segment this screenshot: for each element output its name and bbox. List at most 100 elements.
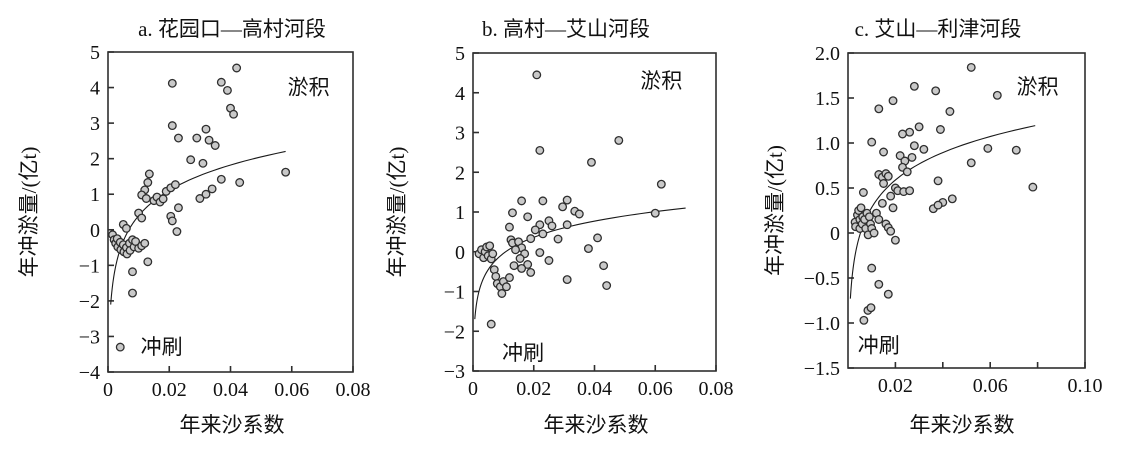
data-point [547, 221, 557, 231]
data-point [128, 288, 137, 298]
data-point [485, 241, 495, 251]
deposition-annotation: 淤积 [640, 69, 682, 93]
data-point [599, 261, 609, 271]
y-tick-label: −1 [444, 282, 465, 304]
x-axis-label: 年来沙系数 [910, 413, 1015, 437]
data-point [966, 62, 976, 72]
data-point [890, 235, 900, 245]
data-point [167, 121, 177, 131]
data-point [515, 254, 525, 263]
data-point [115, 342, 125, 352]
data-point [602, 281, 612, 290]
data-point [505, 222, 514, 232]
y-tick-label: −0.5 [804, 268, 840, 290]
x-tick-label: 0.04 [577, 378, 612, 400]
data-point [914, 122, 924, 132]
data-point [562, 220, 572, 230]
data-point [204, 135, 214, 145]
x-tick-label: 0.02 [152, 379, 187, 401]
data-point [883, 289, 893, 299]
data-point [859, 315, 869, 325]
data-point [158, 194, 168, 204]
data-point [869, 228, 879, 238]
data-point [562, 275, 572, 285]
data-point [195, 194, 205, 203]
data-point [511, 245, 520, 255]
data-point [491, 271, 501, 281]
y-tick-label: 2.0 [815, 43, 840, 65]
data-point [523, 260, 533, 269]
data-point [216, 77, 226, 87]
plot-frame [847, 52, 1086, 369]
data-point [141, 194, 151, 203]
data-point [186, 155, 196, 165]
data-point [517, 263, 527, 273]
data-point [888, 96, 898, 106]
data-point [874, 215, 884, 224]
data-point [895, 151, 905, 161]
data-point [874, 104, 884, 114]
data-point [558, 202, 568, 212]
x-tick-label: 0.08 [699, 378, 734, 400]
y-tick-label: −1 [79, 255, 100, 277]
y-tick-label: −1.0 [804, 313, 840, 335]
x-tick-label: 0 [103, 379, 113, 401]
data-point [143, 178, 153, 187]
data-point [144, 169, 154, 179]
data-point [167, 78, 177, 88]
data-point [587, 157, 596, 167]
deposition-annotation: 淤积 [288, 76, 330, 100]
data-point [486, 319, 496, 329]
data-point [170, 180, 180, 190]
data-point [281, 167, 291, 177]
data-point [497, 289, 507, 298]
data-point [907, 152, 917, 162]
data-point [523, 212, 533, 222]
data-point [866, 303, 876, 313]
data-point [905, 127, 915, 137]
data-point [909, 81, 919, 91]
data-point [992, 90, 1002, 100]
data-point [488, 249, 498, 259]
data-point [229, 109, 239, 119]
y-tick-label: 3 [455, 123, 465, 145]
y-tick-label: 5 [455, 43, 465, 65]
data-point [535, 248, 545, 257]
trend-curve [110, 150, 286, 305]
data-point [983, 143, 993, 153]
y-tick-label: 1 [90, 184, 100, 206]
y-tick-label: 4 [455, 83, 465, 105]
data-point [210, 141, 220, 150]
y-tick-label: 5 [90, 42, 100, 64]
panel-title: c. 艾山—利津河段 [855, 17, 1022, 41]
data-point [530, 225, 540, 235]
data-point [935, 125, 945, 134]
data-point [966, 158, 976, 168]
y-axis-label: 年冲淤量/(亿t) [763, 145, 787, 276]
data-point [945, 107, 955, 116]
data-point [198, 158, 208, 168]
data-point [137, 213, 147, 223]
data-point [222, 85, 232, 95]
y-axis-label: 年冲淤量/(亿t) [17, 147, 41, 278]
x-tick-label: 0.02 [516, 378, 551, 400]
y-tick-label: 2 [90, 149, 100, 171]
data-point [128, 267, 137, 277]
y-tick-label: 0 [455, 242, 465, 264]
x-axis-label: 年来沙系数 [544, 413, 649, 437]
data-point [867, 263, 877, 273]
scour-annotation: 冲刷 [502, 341, 544, 365]
data-point [867, 137, 877, 147]
y-tick-label: 0 [90, 220, 100, 242]
y-tick-label: 1.0 [815, 133, 840, 155]
data-point [902, 167, 912, 177]
data-point [947, 194, 957, 204]
data-point [874, 279, 884, 289]
data-point [905, 186, 915, 196]
data-point [919, 144, 929, 154]
scour-annotation: 冲刷 [858, 334, 900, 358]
y-tick-label: 1 [455, 202, 465, 224]
